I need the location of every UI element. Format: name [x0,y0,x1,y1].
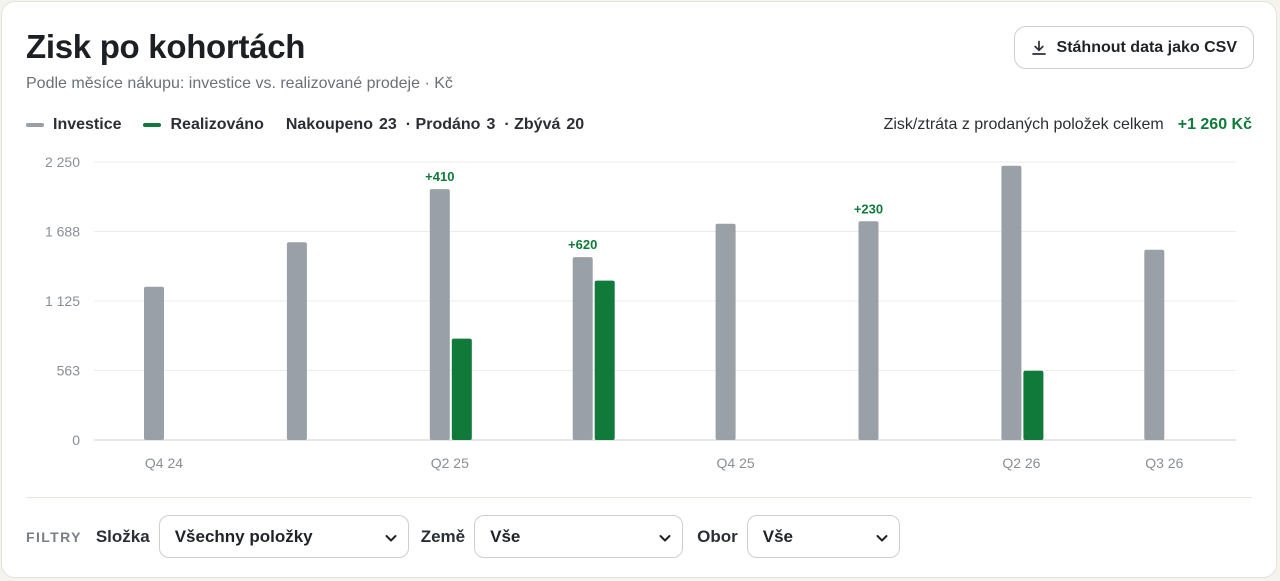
x-tick-label: Q3 26 [1145,455,1183,471]
profit-data-label: +620 [568,237,597,252]
obor-select-value: Vše [762,526,793,546]
bar-investice [1001,165,1022,440]
x-tick-label: Q4 24 [145,455,183,471]
page-title: Zisk po kohortách [26,28,306,65]
nakoupeno-value: 23 [378,116,397,133]
item-counts: Nakoupeno 23 · Prodáno 3 · Zbývá 20 [286,116,584,134]
x-tick-label: Q2 26 [1002,455,1040,471]
prodano-value: 3 [486,116,496,133]
bar-realizovano [451,338,472,440]
x-tick-label: Q4 25 [717,455,755,471]
profit-summary: Zisk/ztráta z prodaných položek celkem +… [884,116,1252,134]
zeme-select[interactable]: Vše [474,515,684,558]
legend-label-investice: Investice [53,116,122,133]
chart-legend: Investice Realizováno Nakoupeno 23 · Pro… [26,116,584,134]
download-icon [1031,40,1046,55]
filters-label: FILTRY [26,528,82,545]
legend-realizovano: Realizováno [143,116,264,134]
chevron-down-icon [876,535,888,542]
bar-investice [144,286,164,440]
x-tick-label: Q2 25 [431,455,469,471]
profit-data-label: +230 [854,201,883,216]
download-csv-label: Stáhnout data jako CSV [1056,38,1237,56]
bar-investice [1144,249,1165,440]
slozka-select-value: Všechny položky [174,526,313,546]
legend-swatch-realizovano [143,123,162,127]
bar-investice [286,242,307,440]
slozka-filter-label: Složka [95,526,150,546]
chevron-down-icon [385,535,397,542]
filters-divider [26,497,1252,498]
obor-select[interactable]: Vše [746,515,900,558]
bar-investice [429,189,450,440]
profit-summary-value: +1 260 Kč [1177,116,1252,133]
cohort-bar-chart: 0 563 1 125 1 688 2 250 Q4 24 +410 Q2 25 +620 Q4 … [45,154,1236,471]
legend-swatch-investice [26,123,44,127]
page-subtitle: Podle měsíce nákupu: investice vs. reali… [26,75,453,92]
zeme-select-value: Vše [490,526,521,546]
y-tick-label: 563 [57,362,81,378]
bar-realizovano [1023,370,1044,440]
slozka-select[interactable]: Všechny položky [158,515,409,558]
y-tick-label: 2 250 [45,154,80,170]
obor-filter-label: Obor [697,526,738,546]
profit-summary-label: Zisk/ztráta z prodaných položek celkem [883,116,1164,133]
zbyva-label: · Zbývá [504,116,561,133]
bar-investice [715,223,736,440]
chevron-down-icon [659,535,671,542]
bar-investice [858,221,879,440]
zbyva-value: 20 [566,116,585,133]
filters-bar: FILTRY Složka Všechny položky Země Vše O… [26,515,912,558]
download-csv-button[interactable]: Stáhnout data jako CSV [1013,26,1254,69]
bar-investice [572,257,593,440]
y-tick-label: 1 688 [45,223,80,239]
prodano-label: · Prodáno [405,116,481,133]
y-tick-label: 1 125 [45,293,80,309]
y-tick-label: 0 [72,432,80,448]
nakoupeno-label: Nakoupeno [285,116,373,133]
legend-label-realizovano: Realizováno [170,116,264,133]
zeme-filter-label: Země [420,526,466,546]
profit-data-label: +410 [425,169,454,184]
legend-investice: Investice [26,116,121,134]
bar-realizovano [594,280,615,440]
